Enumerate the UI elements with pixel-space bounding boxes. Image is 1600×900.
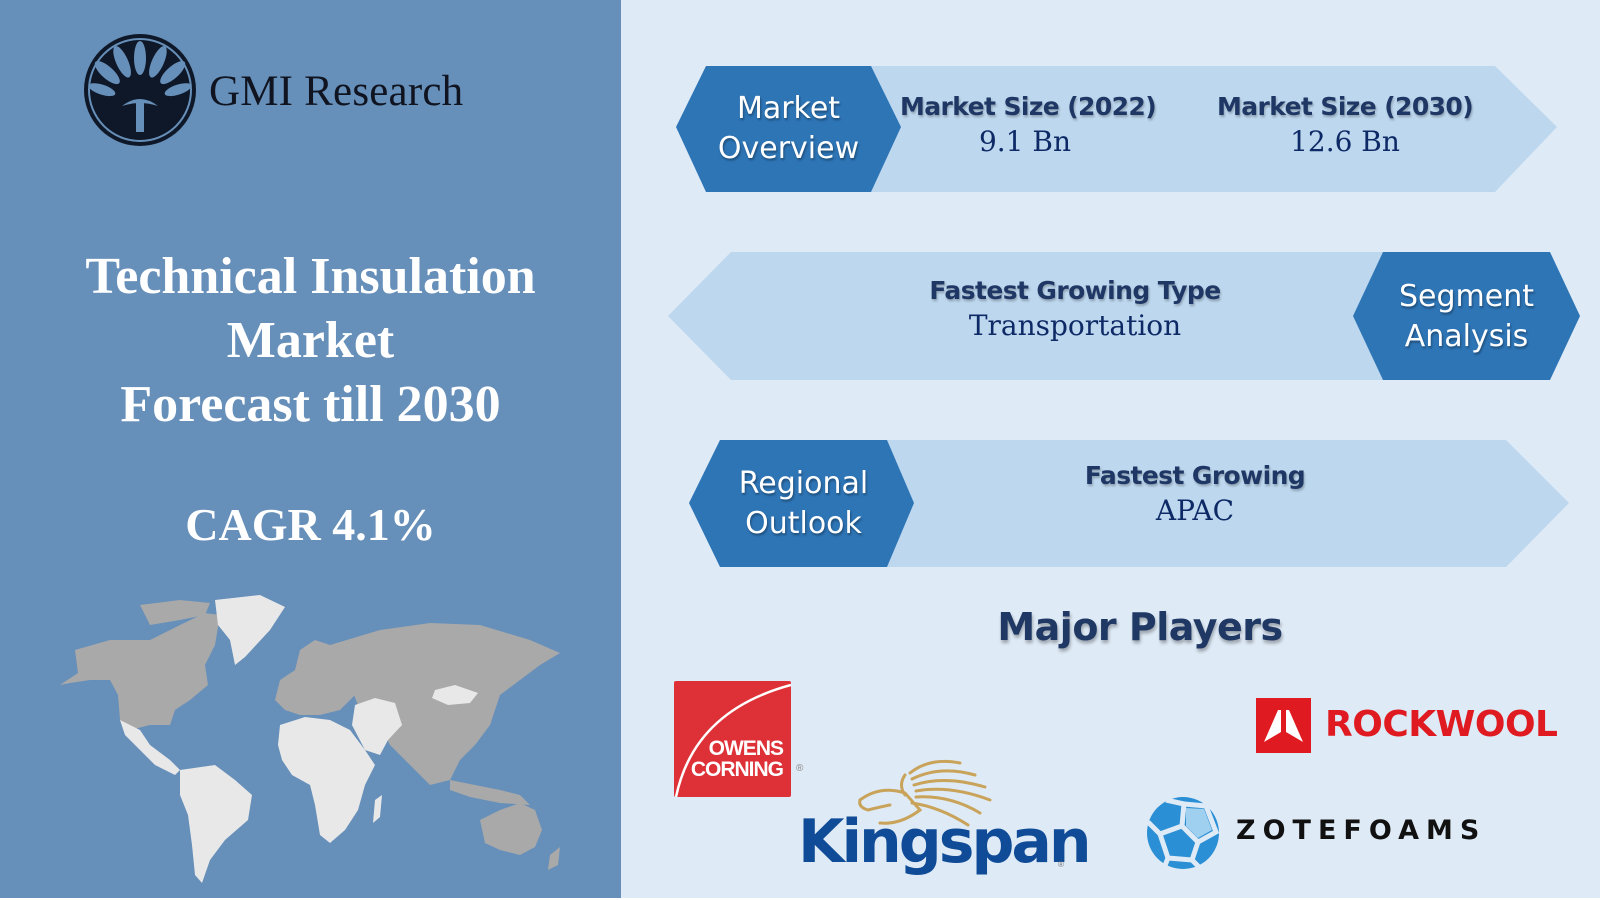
market-size-2030: Market Size (2030) 12.6 Bn	[1215, 92, 1475, 158]
report-title: Technical Insulation Market Forecast til…	[0, 245, 621, 437]
zotefoams-logo: ZOTEFOAMS	[1236, 815, 1487, 846]
stat-value: APAC	[1155, 494, 1235, 527]
label-line: Market	[736, 91, 841, 126]
major-players-heading: Major Players	[997, 605, 1283, 649]
stat-heading: Fastest Growing	[1084, 461, 1306, 490]
title-line: Forecast till 2030	[120, 376, 501, 433]
brand-name: GMI Research	[209, 67, 464, 115]
fastest-growing-type: Fastest Growing Type Transportation	[925, 276, 1225, 342]
foam-ball-icon	[1146, 797, 1220, 870]
stat-heading: Market Size (2022)	[900, 92, 1157, 121]
market-size-2022: Market Size (2022) 9.1 Bn	[900, 92, 1157, 158]
label-line: Regional	[738, 466, 869, 501]
registered-mark: ®	[796, 763, 804, 774]
market-overview-label: Market Overview	[706, 89, 871, 169]
stat-heading: Fastest Growing Type	[929, 276, 1221, 305]
lion-icon	[858, 759, 992, 827]
peacock-fan-logo-icon	[84, 34, 196, 146]
stat-value: 9.1 Bn	[978, 125, 1072, 158]
wordmark-line: CORNING	[690, 758, 784, 781]
rockwool-emblem-icon	[1256, 698, 1311, 753]
wordmark-line: OWENS	[708, 737, 784, 760]
registered-mark: ®	[1058, 860, 1064, 869]
label-line: Analysis	[1404, 319, 1529, 354]
stat-value: 12.6 Bn	[1290, 125, 1400, 158]
title-line: Technical Insulation	[85, 248, 536, 305]
label-line: Outlook	[745, 506, 862, 541]
kingspan-logo: Kingspan	[798, 807, 1092, 877]
segment-analysis-label: Segment Analysis	[1383, 277, 1550, 357]
cagr-value: CAGR 4.1%	[185, 499, 436, 550]
brand-logo: GMI Research	[82, 32, 463, 148]
regional-outlook-label: Regional Outlook	[720, 464, 887, 544]
rockwool-logo: ROCKWOOL	[1325, 704, 1558, 745]
title-line: Market	[226, 312, 395, 369]
arc-swoosh-icon	[674, 683, 791, 797]
world-map-icon	[60, 595, 560, 883]
stat-value: Transportation	[968, 309, 1182, 342]
owens-corning-wordmark: OWENS CORNING	[690, 737, 784, 781]
label-line: Overview	[717, 131, 860, 166]
fastest-growing-region: Fastest Growing APAC	[1045, 461, 1345, 527]
label-line: Segment	[1399, 279, 1534, 314]
owens-corning-logo: OWENS CORNING	[674, 681, 791, 797]
stat-heading: Market Size (2030)	[1216, 92, 1474, 121]
